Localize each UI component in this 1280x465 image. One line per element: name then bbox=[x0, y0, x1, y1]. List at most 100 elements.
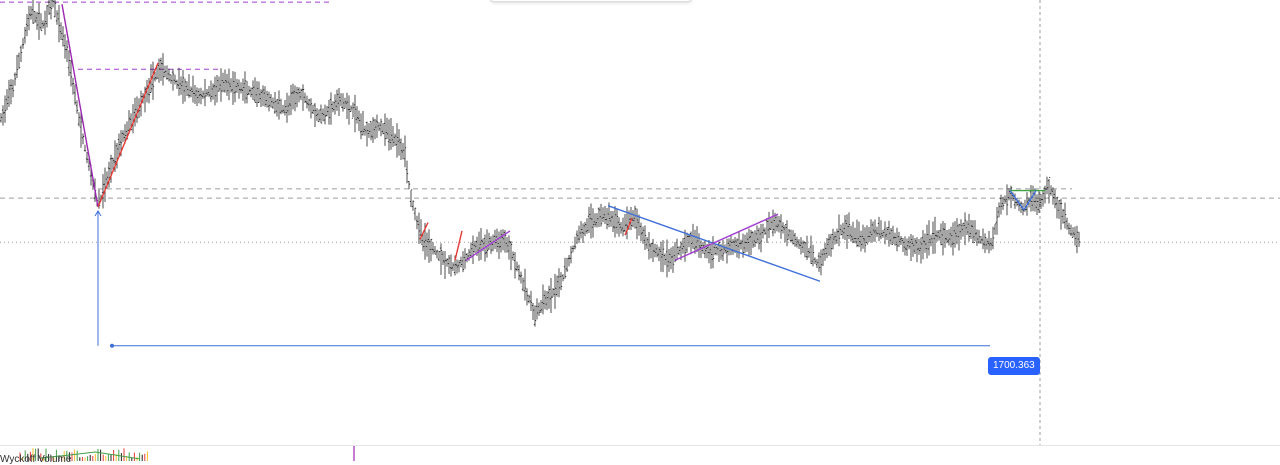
candle bbox=[67, 50, 71, 77]
candle bbox=[37, 2, 41, 40]
candle bbox=[559, 272, 563, 291]
candle bbox=[497, 231, 501, 259]
candle bbox=[825, 238, 829, 259]
candle bbox=[383, 113, 387, 146]
candle bbox=[313, 103, 317, 128]
candle bbox=[787, 228, 791, 240]
price-measure-tool[interactable] bbox=[94, 209, 990, 348]
candle bbox=[365, 121, 369, 147]
red-tick-3[interactable] bbox=[624, 218, 633, 236]
candle bbox=[665, 239, 669, 278]
candle bbox=[533, 305, 537, 327]
candle bbox=[215, 74, 219, 103]
candle bbox=[151, 61, 155, 100]
candle bbox=[1035, 194, 1039, 215]
candle bbox=[727, 238, 731, 256]
purple-up[interactable] bbox=[674, 213, 779, 261]
candle bbox=[877, 216, 881, 242]
volume-average-line bbox=[39, 451, 141, 460]
candle bbox=[289, 84, 293, 115]
candle bbox=[523, 268, 527, 301]
candle bbox=[223, 69, 227, 93]
candle bbox=[817, 252, 821, 272]
candle bbox=[489, 236, 493, 254]
candle bbox=[549, 278, 553, 314]
candle bbox=[323, 104, 327, 125]
candle bbox=[447, 255, 451, 275]
candle bbox=[433, 245, 437, 255]
candle bbox=[473, 240, 477, 253]
candle bbox=[603, 205, 607, 225]
candle bbox=[897, 231, 901, 247]
candle bbox=[547, 285, 551, 309]
candle bbox=[43, 10, 47, 35]
candle bbox=[521, 277, 525, 292]
candle bbox=[13, 72, 17, 86]
candle bbox=[75, 100, 79, 114]
candle bbox=[565, 257, 569, 272]
candle bbox=[1065, 217, 1069, 230]
candle bbox=[303, 92, 307, 104]
candle bbox=[413, 207, 417, 221]
candle bbox=[745, 232, 749, 252]
trend-line-drawings[interactable] bbox=[61, 4, 1045, 282]
candle bbox=[865, 225, 869, 245]
candle bbox=[895, 227, 899, 252]
candle bbox=[1051, 187, 1055, 205]
candle bbox=[795, 236, 799, 248]
candle bbox=[867, 226, 871, 242]
candle bbox=[975, 229, 979, 246]
candle bbox=[437, 251, 441, 262]
candle bbox=[117, 133, 121, 157]
candle bbox=[267, 91, 271, 112]
candle bbox=[61, 26, 65, 47]
candle bbox=[739, 239, 743, 250]
candle bbox=[619, 222, 623, 234]
candle bbox=[757, 227, 761, 250]
candle bbox=[185, 81, 189, 97]
red-tick-2[interactable] bbox=[454, 230, 463, 261]
indicator-pane[interactable]: Wyckoff Volume bbox=[0, 445, 1280, 465]
candle bbox=[949, 226, 953, 248]
candle bbox=[199, 87, 203, 105]
candle bbox=[225, 73, 229, 96]
candle bbox=[553, 273, 557, 309]
price-label-badge: 1700.363 bbox=[988, 357, 1040, 375]
candle bbox=[409, 189, 413, 208]
candle bbox=[737, 231, 741, 259]
candle bbox=[273, 92, 277, 114]
candle bbox=[297, 87, 301, 103]
flag-leg-1[interactable] bbox=[1009, 190, 1025, 211]
candle bbox=[391, 125, 395, 148]
candle bbox=[257, 81, 261, 103]
candle bbox=[569, 246, 573, 264]
candle bbox=[5, 89, 9, 111]
candle bbox=[703, 240, 707, 259]
candle bbox=[681, 238, 685, 254]
candle bbox=[407, 181, 411, 190]
candle bbox=[233, 71, 237, 103]
flag-leg-2[interactable] bbox=[1023, 190, 1037, 211]
candle bbox=[445, 258, 449, 267]
candle bbox=[905, 238, 909, 256]
candle bbox=[981, 228, 985, 250]
candle bbox=[405, 160, 409, 184]
candle bbox=[285, 92, 289, 123]
candle bbox=[55, 10, 59, 25]
rise-leg[interactable] bbox=[97, 62, 159, 208]
rise-small[interactable] bbox=[465, 230, 511, 261]
candle bbox=[241, 78, 245, 101]
red-tick-1[interactable] bbox=[419, 222, 429, 240]
candle bbox=[217, 76, 221, 92]
candle bbox=[671, 246, 675, 273]
candle bbox=[969, 219, 973, 239]
floating-toolbar[interactable] bbox=[490, 0, 692, 2]
candle bbox=[889, 227, 893, 245]
candle bbox=[327, 99, 331, 125]
candle bbox=[641, 226, 645, 244]
candle bbox=[605, 207, 609, 230]
candle bbox=[71, 77, 75, 95]
fall-leg[interactable] bbox=[61, 4, 99, 208]
candle bbox=[325, 105, 329, 117]
